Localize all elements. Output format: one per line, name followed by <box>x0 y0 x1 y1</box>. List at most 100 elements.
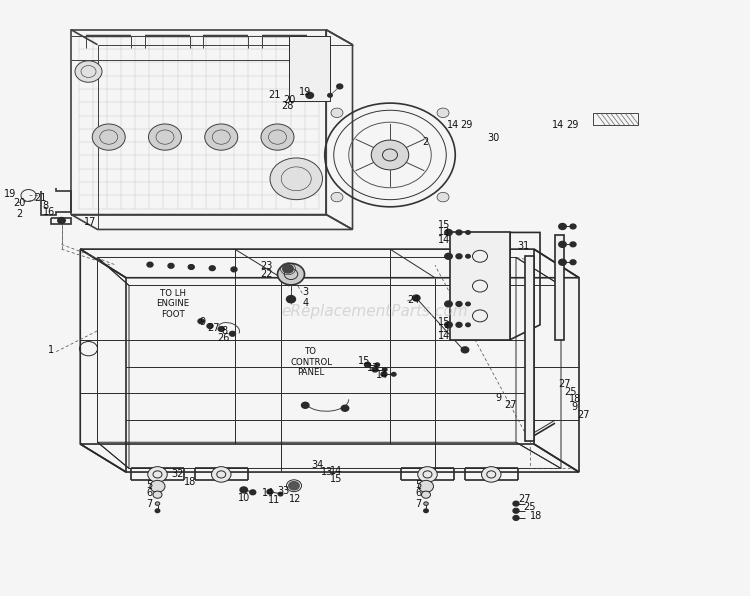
Text: 15: 15 <box>438 317 450 327</box>
Text: 34: 34 <box>311 460 323 470</box>
Circle shape <box>570 224 576 229</box>
Circle shape <box>148 124 182 150</box>
Bar <box>525 256 534 441</box>
Circle shape <box>419 480 434 492</box>
Text: 22: 22 <box>260 269 273 279</box>
Circle shape <box>437 193 449 202</box>
Circle shape <box>482 467 501 482</box>
Circle shape <box>278 492 283 496</box>
Text: 16: 16 <box>43 207 55 217</box>
Text: 15: 15 <box>358 356 370 365</box>
Text: 15: 15 <box>438 221 450 230</box>
Text: 12: 12 <box>289 494 301 504</box>
Circle shape <box>418 467 437 482</box>
Circle shape <box>261 124 294 150</box>
Circle shape <box>424 502 428 505</box>
Circle shape <box>570 260 576 265</box>
Text: 15: 15 <box>330 474 342 484</box>
Text: 10: 10 <box>238 493 250 502</box>
Text: 14: 14 <box>447 120 459 130</box>
Text: 27: 27 <box>558 380 571 389</box>
Circle shape <box>445 301 452 307</box>
Text: 13: 13 <box>438 228 450 237</box>
Circle shape <box>58 218 65 224</box>
Text: 29: 29 <box>566 120 579 130</box>
Circle shape <box>559 241 566 247</box>
Text: 14: 14 <box>330 466 342 476</box>
Circle shape <box>148 467 167 482</box>
Circle shape <box>513 501 519 506</box>
Circle shape <box>302 402 309 408</box>
Text: 6: 6 <box>416 488 422 498</box>
Text: 4: 4 <box>302 298 308 308</box>
Circle shape <box>289 482 299 490</box>
Bar <box>555 235 564 340</box>
Circle shape <box>207 324 213 328</box>
Circle shape <box>188 265 194 269</box>
Circle shape <box>513 508 519 513</box>
Circle shape <box>150 480 165 492</box>
Text: 28: 28 <box>281 101 294 111</box>
Text: 3: 3 <box>302 287 308 297</box>
Circle shape <box>445 253 452 259</box>
Text: 20: 20 <box>284 95 296 105</box>
Circle shape <box>570 242 576 247</box>
Text: 18: 18 <box>530 511 542 520</box>
Circle shape <box>422 491 430 498</box>
Circle shape <box>218 327 224 331</box>
Circle shape <box>372 367 378 372</box>
Text: eReplacementParts.com: eReplacementParts.com <box>282 304 468 319</box>
Circle shape <box>198 319 204 324</box>
Circle shape <box>559 259 566 265</box>
Text: 24: 24 <box>407 295 420 305</box>
Circle shape <box>371 140 409 170</box>
Circle shape <box>466 254 470 258</box>
Circle shape <box>270 158 322 200</box>
Circle shape <box>375 363 380 367</box>
Bar <box>289 36 330 101</box>
Text: 19: 19 <box>298 88 310 97</box>
Text: 17: 17 <box>84 217 96 226</box>
Text: 25: 25 <box>564 387 577 397</box>
Circle shape <box>461 347 469 353</box>
Circle shape <box>337 84 343 89</box>
Circle shape <box>331 193 343 202</box>
Text: 27: 27 <box>207 323 220 333</box>
Text: 21: 21 <box>268 91 280 100</box>
Text: 14: 14 <box>438 235 450 244</box>
Circle shape <box>382 368 387 371</box>
Text: 19: 19 <box>4 189 16 198</box>
Text: 2: 2 <box>16 209 22 219</box>
Bar <box>592 113 638 125</box>
Circle shape <box>341 405 349 411</box>
Text: 33: 33 <box>278 486 290 496</box>
Circle shape <box>437 108 449 117</box>
Text: 18: 18 <box>184 477 196 487</box>
Circle shape <box>328 94 332 97</box>
Circle shape <box>278 263 304 285</box>
Circle shape <box>306 92 314 98</box>
Text: 13: 13 <box>321 467 333 477</box>
Circle shape <box>456 254 462 259</box>
Circle shape <box>466 323 470 327</box>
Text: 14: 14 <box>438 331 450 341</box>
Circle shape <box>75 61 102 82</box>
Text: 29: 29 <box>460 120 472 130</box>
Circle shape <box>466 231 470 234</box>
Text: TO
CONTROL
PANEL: TO CONTROL PANEL <box>290 347 332 377</box>
Text: 2: 2 <box>422 137 428 147</box>
Text: 8: 8 <box>43 201 49 210</box>
Circle shape <box>283 265 293 273</box>
Circle shape <box>211 467 231 482</box>
Circle shape <box>153 491 162 498</box>
Circle shape <box>92 124 125 150</box>
Text: 5: 5 <box>416 480 422 489</box>
Circle shape <box>456 322 462 327</box>
Text: 7: 7 <box>146 499 152 508</box>
Circle shape <box>466 302 470 306</box>
Text: 23: 23 <box>261 262 273 271</box>
Text: 9: 9 <box>200 317 206 327</box>
Text: TO LH
ENGINE
FOOT: TO LH ENGINE FOOT <box>156 289 189 319</box>
Text: 7: 7 <box>416 499 422 508</box>
Circle shape <box>424 509 428 513</box>
